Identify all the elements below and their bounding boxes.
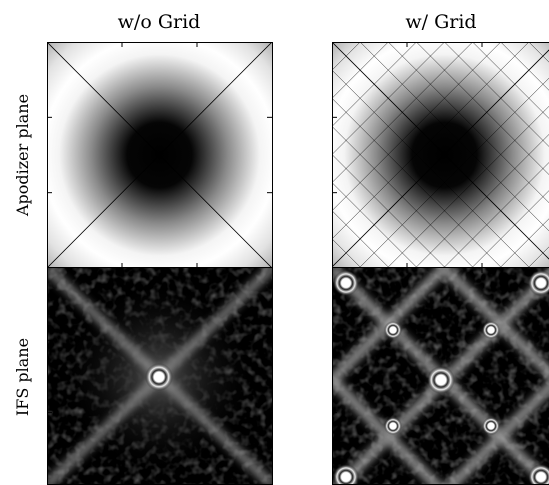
row-label: IFS plane (13, 338, 32, 416)
speckle-spot (482, 321, 500, 339)
figure: w/o Grid w/ Grid Apodizer plane IFS plan… (0, 0, 549, 485)
panel-ifs-grid (332, 268, 549, 485)
column-title: w/o Grid (118, 11, 201, 33)
row-label: Apodizer plane (13, 94, 32, 217)
speckle-spot (384, 321, 402, 339)
speckle-spot (384, 417, 402, 435)
speckle-spot (482, 417, 500, 435)
panel-ifs-no-grid (47, 268, 272, 485)
page: w/o Grid w/ Grid Apodizer plane IFS plan… (0, 0, 549, 485)
speckle-spot (333, 270, 359, 296)
column-title: w/ Grid (405, 11, 476, 33)
speckle-spot (427, 366, 455, 394)
panel-apodizer-no-grid (47, 42, 272, 268)
